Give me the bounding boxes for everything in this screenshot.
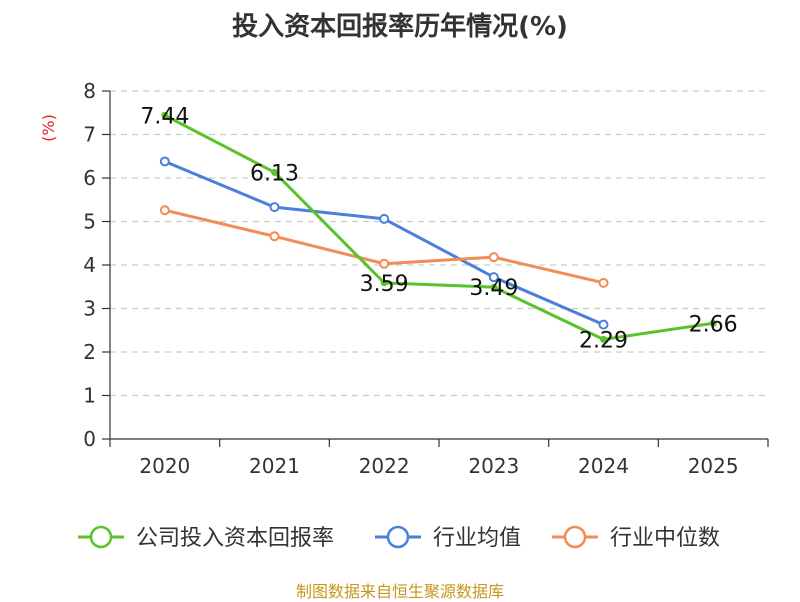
data-label: 2.66 [689, 312, 738, 337]
series-layer [159, 111, 717, 343]
legend-item-2[interactable]: 行业中位数 [552, 525, 720, 551]
legend-label: 行业均值 [433, 526, 521, 551]
series-1 [159, 156, 609, 330]
data-point[interactable] [488, 272, 499, 283]
data-point[interactable] [379, 213, 390, 224]
legend-marker [386, 525, 410, 549]
data-point[interactable] [161, 111, 169, 119]
legend-label: 行业中位数 [610, 526, 720, 551]
data-point[interactable] [598, 319, 609, 330]
data-label: 3.49 [469, 276, 518, 301]
x-tick-label: 2025 [688, 454, 739, 478]
data-label: 2.29 [579, 328, 628, 353]
y-axis-label: (%) [39, 114, 58, 142]
legend-marker [89, 525, 113, 549]
y-tick-label: 5 [83, 210, 96, 234]
series-2 [159, 205, 609, 288]
data-point[interactable] [598, 277, 609, 288]
data-point[interactable] [600, 335, 607, 343]
y-tick-label: 2 [83, 340, 96, 364]
series-line [164, 160, 605, 326]
legend-label: 公司投入资本回报率 [136, 526, 334, 551]
legend-marker [563, 525, 587, 549]
data-point[interactable] [159, 156, 170, 167]
series-line [164, 114, 714, 341]
x-tick-label: 2020 [139, 454, 190, 478]
chart-title: 投入资本回报率历年情况(%) [232, 12, 568, 42]
data-labels: 7.44 6.13 3.59 3.49 2.29 2.66 [140, 104, 737, 353]
data-point[interactable] [709, 319, 717, 327]
x-tick-label: 2021 [249, 454, 300, 478]
y-tick-label: 6 [83, 166, 96, 190]
series-0 [161, 111, 717, 343]
data-point[interactable] [269, 202, 280, 213]
data-label: 7.44 [140, 104, 189, 129]
legend[interactable]: 公司投入资本回报率 行业均值 行业中位数 [78, 525, 720, 551]
x-tick-label: 2022 [359, 454, 410, 478]
x-tick-label: 2023 [468, 454, 519, 478]
y-tick-label: 0 [83, 427, 96, 451]
data-point[interactable] [380, 279, 388, 287]
data-point[interactable] [488, 252, 499, 263]
x-tick-label: 2024 [578, 454, 629, 478]
legend-item-0[interactable]: 公司投入资本回报率 [78, 525, 334, 551]
data-point[interactable] [379, 258, 390, 269]
y-tick-label: 7 [83, 123, 96, 147]
data-point[interactable] [269, 231, 280, 242]
legend-item-1[interactable]: 行业均值 [375, 525, 521, 551]
y-tick-label: 4 [83, 253, 96, 277]
data-label: 3.59 [360, 272, 409, 297]
data-point[interactable] [159, 205, 170, 216]
axes: 0 1 2 3 4 5 6 7 8 2020 2021 2022 2023 2024 2025 [83, 79, 769, 478]
y-tick-label: 3 [83, 297, 96, 321]
source-note: 制图数据来自恒生聚源数据库 [295, 582, 504, 601]
y-tick-label: 1 [83, 384, 96, 408]
y-tick-label: 8 [83, 79, 96, 103]
data-point[interactable] [271, 168, 278, 176]
data-point[interactable] [490, 283, 498, 291]
data-label: 6.13 [250, 161, 299, 186]
